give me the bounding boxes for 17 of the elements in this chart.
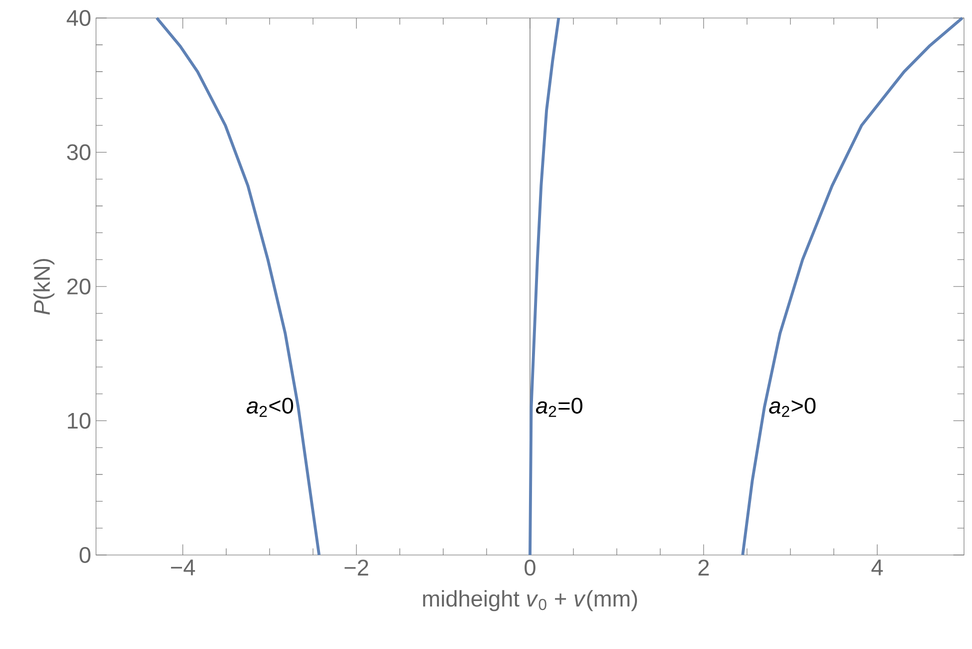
x-tick-label: 4 (871, 560, 883, 576)
x-axis-title: midheight v$_{0}$ + v(mm) (423, 590, 638, 612)
y-tick-label: 20 (67, 278, 90, 294)
y-tick-label: 0 (80, 546, 90, 563)
line-series (741, 16, 964, 556)
y-tick-label: 10 (68, 412, 90, 429)
x-tick-label: 0 (524, 560, 536, 576)
x-tick-label: −4 (171, 560, 196, 576)
annotation: a$_{2}$>0 (769, 398, 816, 417)
annotation: a$_{2}$=0 (536, 398, 582, 417)
y-axis-title: P(kN) (33, 259, 54, 315)
annotation: a$_{2}$<0 (246, 398, 294, 417)
x-tick-label: 2 (698, 560, 709, 576)
x-tick-label: −2 (344, 560, 368, 576)
line-series (528, 16, 560, 556)
y-tick-label: 40 (66, 10, 90, 26)
y-tick-label: 30 (67, 144, 90, 160)
